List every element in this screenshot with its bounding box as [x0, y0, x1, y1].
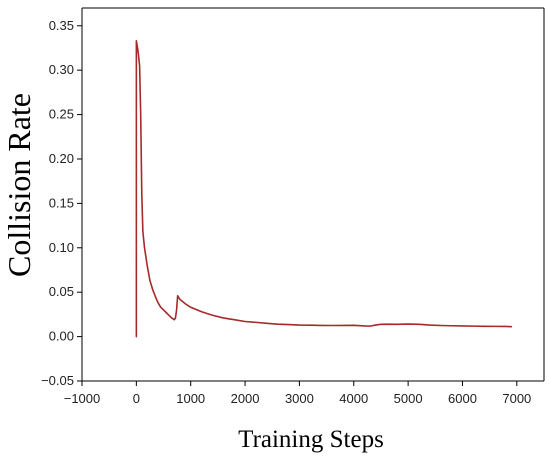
y-axis-label: Collision Rate: [1, 93, 37, 277]
y-tick-label: 0.20: [49, 151, 74, 166]
x-tick-label: 6000: [448, 391, 477, 406]
x-axis-ticks: −1000 0 1000 2000 3000 4000 5000 6000 7000: [64, 381, 531, 406]
y-tick-label: 0.10: [49, 240, 74, 255]
y-tick-label: 0.35: [49, 18, 74, 33]
y-tick-label: 0.00: [49, 329, 74, 344]
x-tick-label: 2000: [231, 391, 260, 406]
x-tick-label: −1000: [64, 391, 101, 406]
y-axis-ticks: −0.05 0.00 0.05 0.10 0.15 0.20 0.25 0.30 0.35: [41, 18, 82, 388]
x-tick-label: 7000: [502, 391, 531, 406]
x-tick-label: 4000: [339, 391, 368, 406]
y-tick-label: 0.30: [49, 62, 74, 77]
y-tick-label: −0.05: [41, 373, 74, 388]
x-axis-label: Training Steps: [238, 426, 384, 453]
y-tick-label: 0.25: [49, 107, 74, 122]
x-tick-label: 0: [133, 391, 140, 406]
series-line-0: [135, 40, 513, 338]
x-tick-label: 1000: [176, 391, 205, 406]
x-tick-label: 3000: [285, 391, 314, 406]
y-tick-label: 0.15: [49, 195, 74, 210]
y-tick-label: 0.05: [49, 284, 74, 299]
series-layer: [135, 40, 513, 338]
x-tick-label: 5000: [394, 391, 423, 406]
